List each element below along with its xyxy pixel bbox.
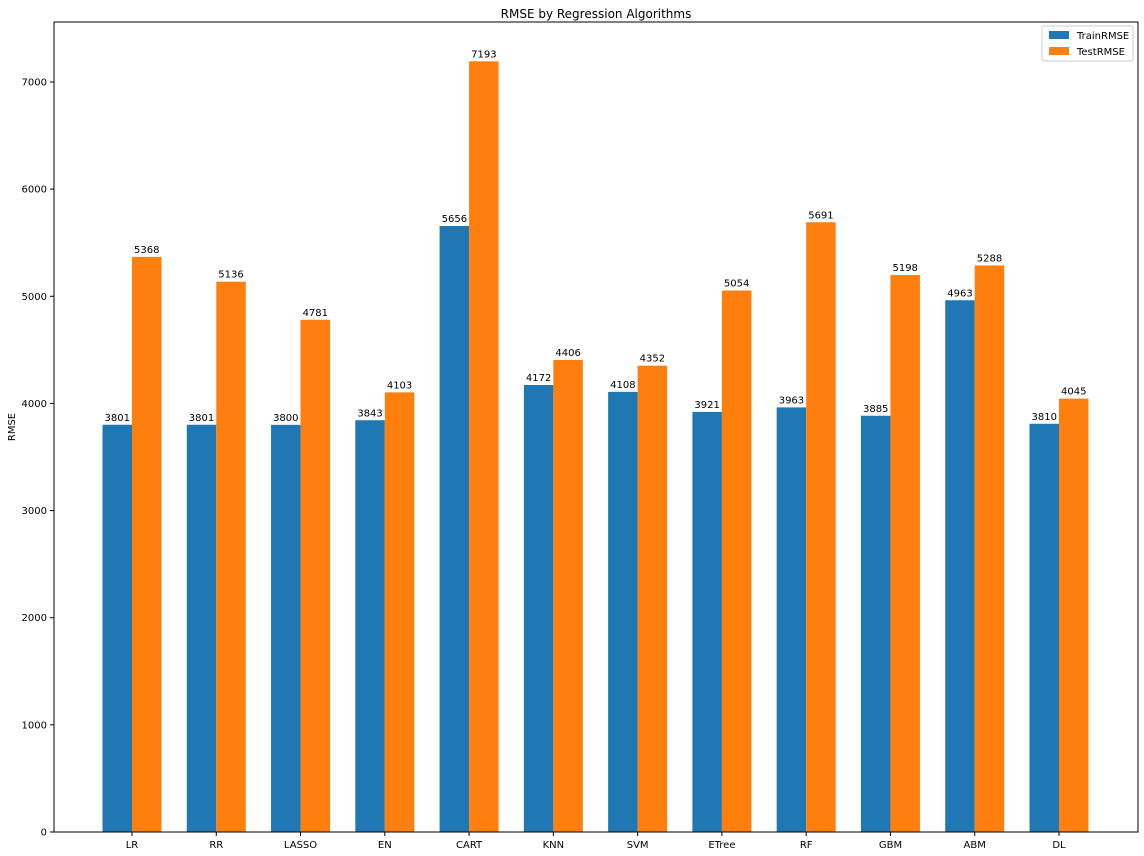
bar-testrmse-en <box>384 392 415 832</box>
bar-trainrmse-rr <box>186 424 217 832</box>
value-label-testrmse-rf: 5691 <box>808 210 833 221</box>
bar-testrmse-lasso <box>300 319 331 832</box>
y-tick-label: 4000 <box>22 399 47 410</box>
y-tick-label: 0 <box>41 828 47 839</box>
bar-trainrmse-en <box>355 420 385 832</box>
x-tick-label-knn: KNN <box>543 840 565 851</box>
x-axis: LR RR LASSO EN CART KNN SVM ETree RF GBM ABM DL <box>126 832 1066 851</box>
y-axis-label: RMSE <box>7 413 18 441</box>
x-tick-label-gbm: GBM <box>879 840 902 851</box>
x-tick-label-en: EN <box>378 840 392 851</box>
y-tick-label: 3000 <box>22 506 47 517</box>
value-label-trainrmse-cart: 5656 <box>442 214 467 225</box>
value-label-trainrmse-rr: 3801 <box>189 413 214 424</box>
value-label-testrmse-gbm: 5198 <box>892 263 917 274</box>
value-label-testrmse-svm: 4352 <box>640 354 665 365</box>
bar-trainrmse-lr <box>102 424 132 832</box>
bar-trainrmse-knn <box>523 385 554 832</box>
x-tick-label-abm: ABM <box>964 840 986 851</box>
y-tick-label: 2000 <box>22 613 47 624</box>
value-label-testrmse-knn: 4406 <box>555 348 580 359</box>
value-label-trainrmse-svm: 4108 <box>610 380 635 391</box>
bar-trainrmse-rf <box>776 407 807 832</box>
value-label-testrmse-cart: 7193 <box>471 49 496 60</box>
x-tick-label-lr: LR <box>126 840 139 851</box>
value-label-trainrmse-etree: 3921 <box>694 400 719 411</box>
value-labels-layer: 3801 5368 3801 5136 3800 4781 3843 4103 5656 7193… <box>105 49 1087 424</box>
bar-testrmse-cart <box>469 61 499 832</box>
bar-testrmse-lr <box>132 256 162 832</box>
y-axis: 0 1000 2000 3000 4000 5000 6000 7000 <box>22 78 54 839</box>
bar-testrmse-svm <box>637 365 668 832</box>
value-label-testrmse-en: 4103 <box>387 380 412 391</box>
x-tick-label-lasso: LASSO <box>284 840 317 851</box>
y-tick-label: 5000 <box>22 292 47 303</box>
value-label-trainrmse-lr: 3801 <box>105 413 130 424</box>
bar-testrmse-dl <box>1059 398 1089 832</box>
value-label-testrmse-etree: 5054 <box>724 279 749 290</box>
value-label-testrmse-rr: 5136 <box>218 270 243 281</box>
bar-trainrmse-lasso <box>271 424 301 832</box>
value-label-trainrmse-knn: 4172 <box>526 373 551 384</box>
value-label-trainrmse-lasso: 3800 <box>273 413 298 424</box>
x-tick-label-svm: SVM <box>627 840 649 851</box>
value-label-trainrmse-dl: 3810 <box>1032 412 1057 423</box>
value-label-testrmse-abm: 5288 <box>977 253 1002 264</box>
bar-trainrmse-dl <box>1029 423 1059 832</box>
y-tick-label: 7000 <box>22 78 47 89</box>
value-label-testrmse-dl: 4045 <box>1061 387 1086 398</box>
legend-label-testrmse: TestRMSE <box>1076 47 1125 58</box>
bar-testrmse-gbm <box>890 275 920 832</box>
legend: TrainRMSE TestRMSE <box>1041 25 1134 62</box>
x-tick-label-rf: RF <box>800 840 813 851</box>
bar-testrmse-etree <box>721 290 752 832</box>
value-label-trainrmse-gbm: 3885 <box>863 404 888 415</box>
value-label-trainrmse-rf: 3963 <box>779 395 804 406</box>
legend-swatch-testrmse <box>1049 47 1069 55</box>
value-label-trainrmse-abm: 4963 <box>947 288 972 299</box>
bars-layer <box>102 61 1089 833</box>
bar-testrmse-rr <box>216 281 246 833</box>
x-tick-label-dl: DL <box>1052 840 1066 851</box>
y-tick-label: 6000 <box>22 185 47 196</box>
bar-testrmse-abm <box>974 265 1005 832</box>
x-tick-label-etree: ETree <box>708 840 735 851</box>
plot-frame <box>53 21 1139 833</box>
y-tick-label: 1000 <box>22 720 47 731</box>
bar-testrmse-knn <box>553 359 583 832</box>
bar-testrmse-rf <box>806 222 836 832</box>
value-label-testrmse-lr: 5368 <box>134 245 159 256</box>
value-label-trainrmse-en: 3843 <box>357 408 382 419</box>
bar-trainrmse-gbm <box>860 415 891 832</box>
legend-swatch-trainrmse <box>1049 31 1069 39</box>
bar-trainrmse-abm <box>945 300 975 832</box>
value-label-testrmse-lasso: 4781 <box>303 308 328 319</box>
bar-trainrmse-svm <box>608 391 638 832</box>
x-tick-label-rr: RR <box>209 840 223 851</box>
bar-trainrmse-etree <box>692 411 722 832</box>
x-tick-label-cart: CART <box>456 840 483 851</box>
legend-label-trainrmse: TrainRMSE <box>1076 31 1129 42</box>
bar-trainrmse-cart <box>439 226 470 832</box>
chart-title: RMSE by Regression Algorithms <box>501 7 692 21</box>
